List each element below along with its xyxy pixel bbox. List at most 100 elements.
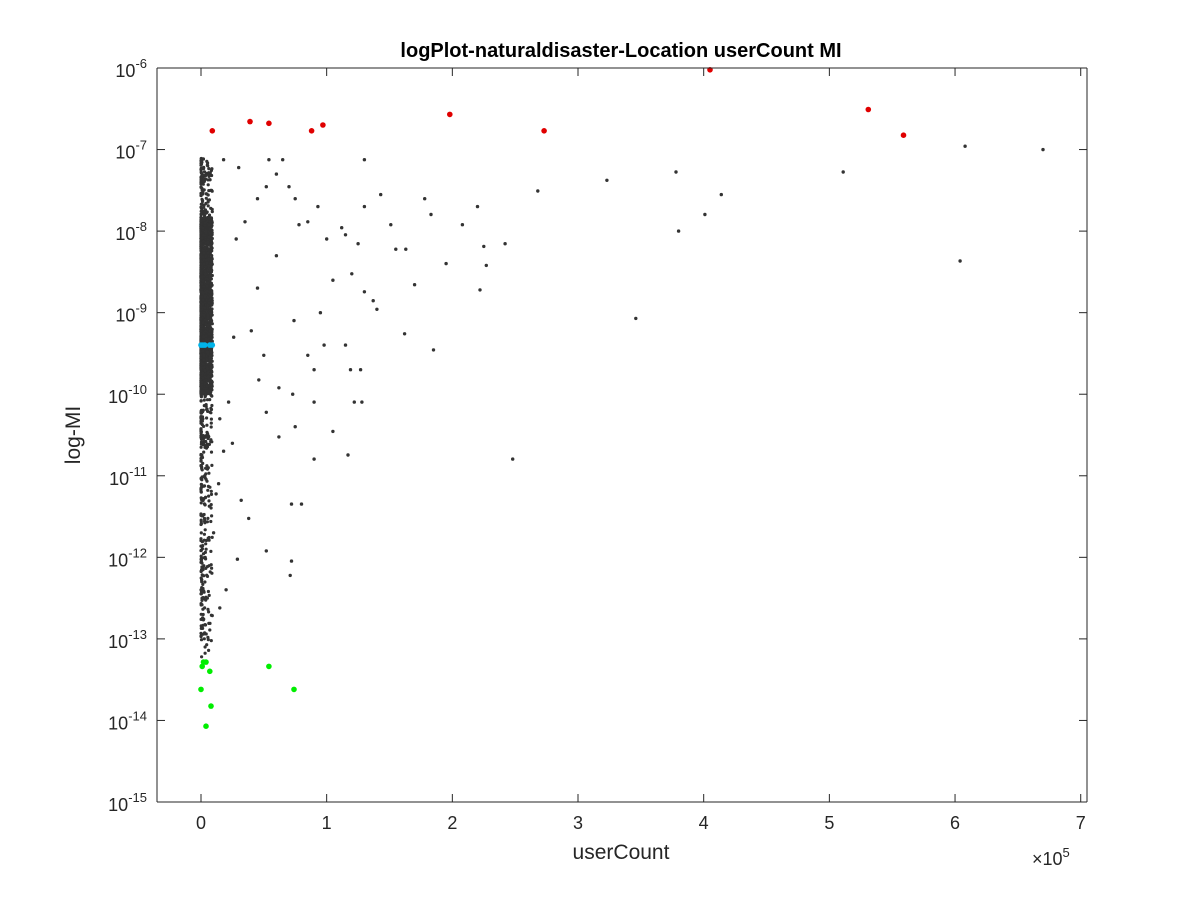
data-point-dense	[206, 303, 210, 308]
data-point-dense	[203, 651, 207, 655]
data-point	[293, 197, 297, 201]
data-point	[362, 204, 367, 209]
data-point-dense	[200, 586, 204, 590]
data-point-dense	[209, 366, 213, 370]
data-point-dense	[206, 251, 210, 255]
data-point-dense	[199, 612, 203, 616]
data-point-dense	[199, 313, 203, 317]
data-point-dense	[210, 403, 214, 408]
data-point-dense	[201, 376, 205, 380]
data-point-dense	[199, 531, 203, 535]
data-point-dense	[207, 504, 211, 508]
data-point-dense	[200, 573, 204, 577]
data-point-dense	[206, 240, 210, 245]
data-layer	[198, 67, 1045, 729]
data-point	[423, 197, 427, 201]
data-point	[322, 343, 326, 347]
data-point-dense	[199, 560, 203, 565]
data-point-dense	[199, 271, 203, 275]
data-point	[312, 368, 316, 372]
data-point-dense	[200, 199, 205, 204]
data-point-dense	[206, 607, 210, 612]
data-point-dense	[201, 623, 205, 627]
data-point	[221, 158, 226, 162]
data-point-dense	[200, 282, 204, 286]
data-point	[255, 197, 260, 201]
data-point	[484, 263, 488, 268]
plot-area	[157, 68, 1087, 802]
data-point-dense	[201, 632, 205, 636]
data-point-dense	[208, 628, 212, 632]
data-point-dense	[208, 227, 212, 231]
data-point-dense	[207, 332, 211, 336]
data-point-dense	[199, 539, 203, 543]
data-point-dense	[199, 592, 203, 596]
axes-frame	[156, 67, 1088, 803]
data-point-dense	[208, 231, 212, 235]
data-point	[209, 128, 216, 134]
data-point-dense	[203, 382, 207, 386]
data-point	[312, 400, 316, 404]
data-point-dense	[199, 549, 203, 553]
data-point	[239, 498, 243, 502]
data-point-dense	[208, 357, 212, 361]
data-point-dense	[206, 164, 210, 168]
data-point-dense	[199, 518, 203, 522]
data-point-dense	[199, 395, 203, 399]
data-point	[352, 400, 356, 404]
data-point-dense	[204, 229, 208, 233]
data-point	[218, 417, 222, 421]
data-point-dense	[206, 281, 210, 285]
data-point-dense	[203, 329, 208, 333]
data-point	[257, 378, 261, 382]
data-point-dense	[204, 547, 208, 551]
data-point-dense	[200, 655, 204, 659]
y-axis-ticks: 10-15 10-14 10-13 10-12 10-11 10-10 10-9 10-8 10…	[108, 56, 1087, 815]
data-point	[371, 299, 375, 303]
data-point-dense	[210, 167, 214, 171]
y-tick-label: 10-9	[115, 301, 147, 326]
data-point-dense	[210, 207, 214, 211]
data-point-dense	[199, 253, 203, 257]
data-point-dense	[200, 175, 204, 180]
data-point	[511, 457, 515, 461]
data-point	[402, 332, 407, 336]
data-point-dense	[201, 371, 205, 375]
data-point-dense	[199, 212, 203, 217]
data-point-dense	[203, 294, 207, 299]
data-point-dense	[202, 556, 206, 560]
data-point-dense	[199, 486, 203, 490]
data-point-dense	[202, 434, 206, 438]
data-point	[214, 492, 218, 496]
data-point-dense	[206, 371, 210, 375]
data-point	[676, 229, 681, 233]
data-point-dense	[207, 499, 211, 503]
data-point	[198, 686, 204, 693]
data-point-dense	[200, 578, 204, 582]
data-point	[375, 307, 379, 311]
data-point-dense	[207, 264, 211, 268]
data-point	[389, 223, 393, 227]
data-point-dense	[209, 326, 213, 330]
data-point-dense	[200, 275, 204, 279]
data-point	[343, 343, 348, 347]
data-point-dense	[207, 362, 211, 366]
data-point-dense	[206, 488, 210, 492]
data-point-dense	[205, 389, 209, 393]
data-point-dense	[205, 643, 209, 647]
data-point-dense	[199, 308, 203, 312]
data-point-dense	[205, 464, 209, 468]
data-point-dense	[208, 398, 212, 402]
data-point-dense	[210, 394, 214, 398]
data-point-dense	[204, 254, 208, 258]
data-point	[404, 247, 408, 251]
data-point	[287, 185, 291, 189]
data-point	[865, 106, 872, 113]
data-point-dense	[200, 423, 204, 427]
data-point-dense	[210, 219, 214, 223]
data-point-dense	[202, 173, 206, 177]
data-point-dense	[202, 398, 206, 402]
data-point	[289, 559, 294, 563]
data-point	[308, 128, 315, 134]
data-point	[362, 158, 367, 162]
